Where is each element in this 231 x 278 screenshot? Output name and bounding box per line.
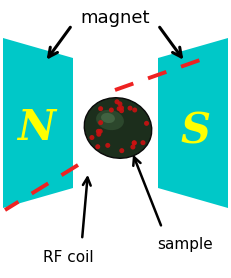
Ellipse shape xyxy=(119,148,124,153)
Text: RF coil: RF coil xyxy=(43,250,93,265)
Ellipse shape xyxy=(117,101,122,106)
Text: sample: sample xyxy=(157,237,213,252)
Ellipse shape xyxy=(96,132,101,137)
Polygon shape xyxy=(158,38,228,208)
Ellipse shape xyxy=(119,105,124,110)
Ellipse shape xyxy=(98,120,103,125)
Ellipse shape xyxy=(101,113,115,123)
Ellipse shape xyxy=(131,145,135,150)
Ellipse shape xyxy=(115,99,119,104)
Ellipse shape xyxy=(96,110,124,130)
Ellipse shape xyxy=(95,144,100,149)
Ellipse shape xyxy=(109,108,114,113)
Ellipse shape xyxy=(98,106,103,111)
Ellipse shape xyxy=(132,108,137,113)
Ellipse shape xyxy=(117,106,122,111)
Text: magnet: magnet xyxy=(81,9,150,27)
Ellipse shape xyxy=(89,135,94,140)
Ellipse shape xyxy=(96,129,101,134)
Ellipse shape xyxy=(140,140,146,145)
Text: S: S xyxy=(180,111,210,153)
Ellipse shape xyxy=(132,140,137,145)
Ellipse shape xyxy=(98,129,103,134)
Ellipse shape xyxy=(84,98,152,158)
Polygon shape xyxy=(3,38,73,208)
Text: N: N xyxy=(17,107,55,149)
Ellipse shape xyxy=(144,121,149,126)
Ellipse shape xyxy=(119,108,124,113)
Ellipse shape xyxy=(105,143,110,148)
Ellipse shape xyxy=(128,106,133,111)
Ellipse shape xyxy=(132,141,137,146)
